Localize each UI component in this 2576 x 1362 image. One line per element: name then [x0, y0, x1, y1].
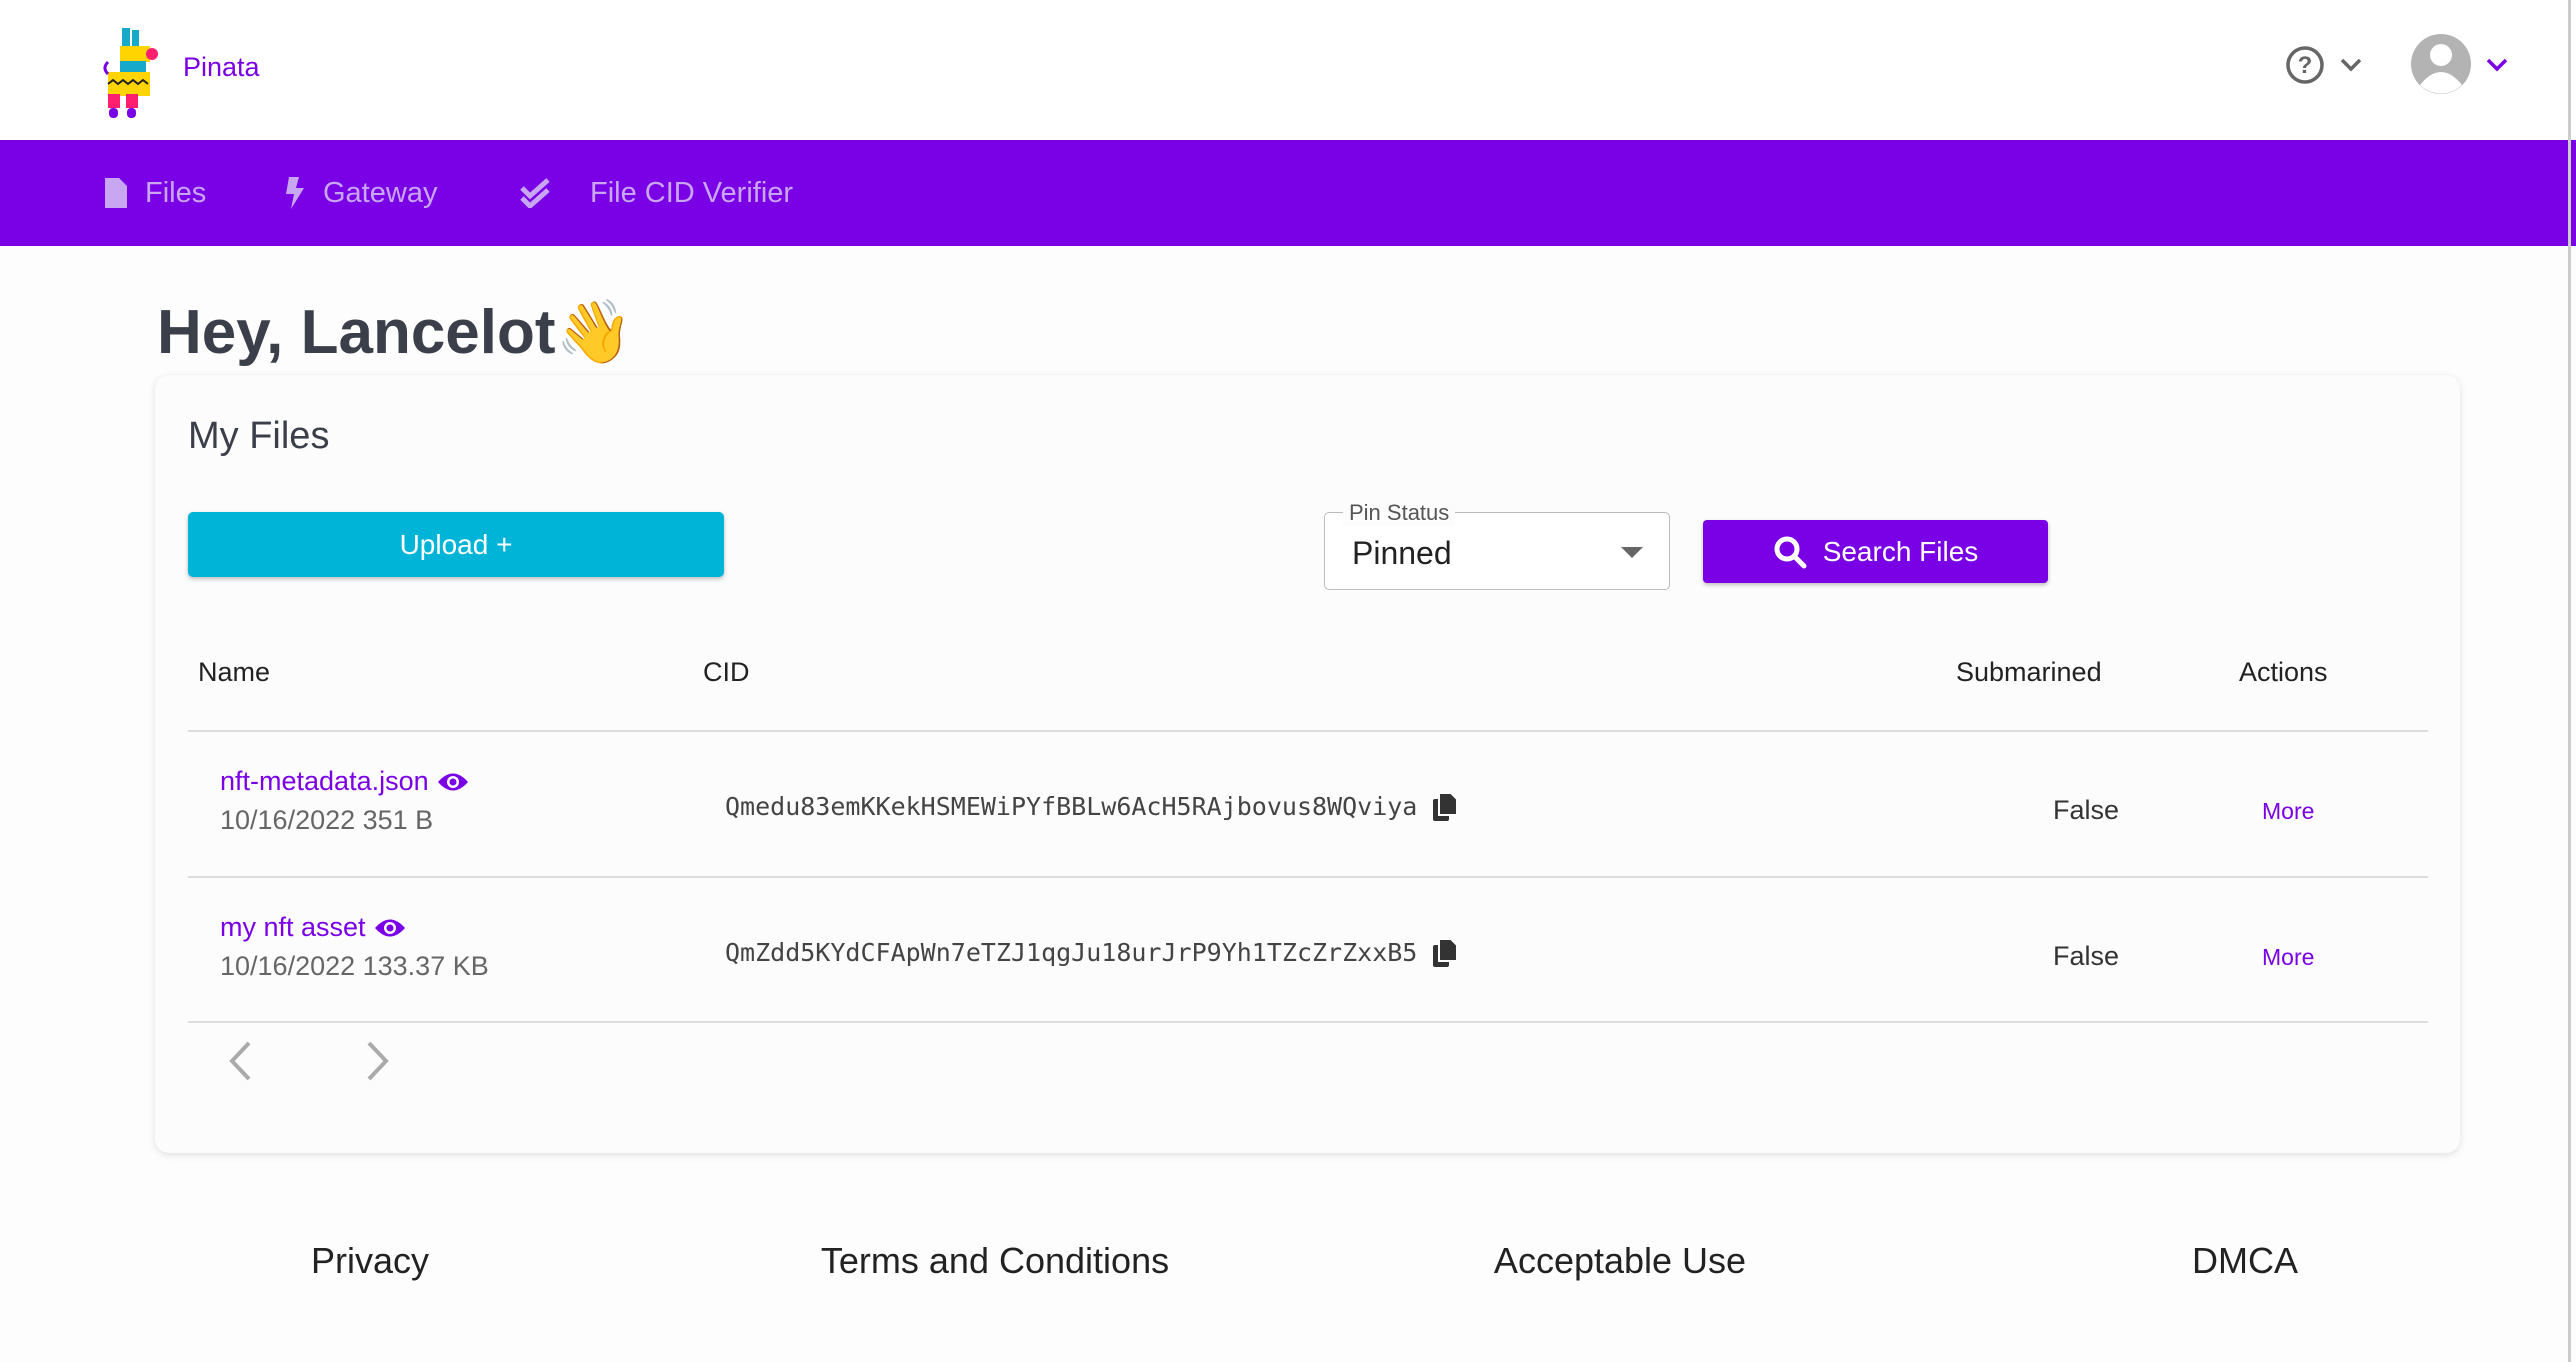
my-files-card: My Files Upload + Pin Status Pinned Sear…: [155, 375, 2460, 1153]
next-page-icon[interactable]: [365, 1040, 391, 1082]
footer-link-dmca[interactable]: DMCA: [2192, 1240, 2298, 1281]
brand-name[interactable]: Pinata: [183, 52, 260, 82]
nav-item-file-cid-verifier[interactable]: File CID Verifier: [520, 140, 793, 246]
top-header: Pinata ?: [0, 0, 2576, 140]
nav-item-files[interactable]: Files: [105, 140, 206, 246]
submarined-value: False: [2053, 941, 2120, 971]
footer-link-acceptable-use[interactable]: Acceptable Use: [1493, 1240, 1747, 1281]
footer-link-terms[interactable]: Terms and Conditions: [820, 1240, 1170, 1281]
main-nav: Files Gateway File CID Verifier: [0, 140, 2576, 246]
column-header-name: Name: [198, 657, 271, 687]
cid-value: Qmedu83emKKekHSMEWiPYfBBLw6AcH5RAjbovus8…: [725, 792, 1418, 821]
user-avatar-icon[interactable]: [2410, 33, 2472, 95]
card-title: My Files: [188, 415, 330, 457]
more-button[interactable]: More: [2262, 798, 2315, 824]
nav-item-label: File CID Verifier: [590, 176, 794, 209]
pin-status-select[interactable]: Pin Status Pinned: [1324, 500, 1670, 590]
account-chevron-down-icon[interactable]: [2486, 58, 2508, 72]
chevron-down-icon[interactable]: [2340, 58, 2362, 72]
file-meta: 10/16/2022 351 B: [220, 805, 434, 835]
column-header-submarined: Submarined: [1956, 657, 2102, 687]
search-files-label: Search Files: [1822, 535, 1979, 567]
more-button[interactable]: More: [2262, 944, 2315, 970]
eye-icon[interactable]: [437, 771, 469, 793]
nav-item-label: Files: [145, 176, 207, 209]
file-icon: [105, 178, 127, 208]
footer-link-privacy[interactable]: Privacy: [310, 1240, 430, 1281]
nav-item-label: Gateway: [323, 176, 438, 209]
column-header-cid: CID: [703, 657, 750, 687]
divider: [188, 730, 2428, 732]
bolt-icon: [286, 177, 304, 209]
cid-cell: QmZdd5KYdCFApWn7eTZJ1qgJu18urJrP9Yh1TZcZ…: [725, 938, 1458, 967]
upload-button[interactable]: Upload +: [188, 512, 724, 577]
divider: [188, 876, 2428, 878]
window-edge: [2568, 0, 2571, 1362]
pin-status-value: Pinned: [1352, 535, 1452, 571]
file-name-link[interactable]: my nft asset: [220, 912, 406, 943]
cid-cell: Qmedu83emKKekHSMEWiPYfBBLw6AcH5RAjbovus8…: [725, 792, 1458, 821]
cid-value: QmZdd5KYdCFApWn7eTZJ1qgJu18urJrP9Yh1TZcZ…: [725, 938, 1418, 967]
eye-icon[interactable]: [374, 917, 406, 939]
previous-page-icon[interactable]: [227, 1040, 253, 1082]
search-icon: [1774, 536, 1807, 568]
double-check-icon: [520, 178, 550, 208]
file-meta: 10/16/2022 133.37 KB: [220, 951, 489, 981]
file-name: my nft asset: [220, 912, 366, 942]
nav-item-gateway[interactable]: Gateway: [285, 140, 437, 246]
column-header-actions: Actions: [2239, 657, 2328, 687]
file-name-link[interactable]: nft-metadata.json: [220, 766, 469, 797]
search-files-button[interactable]: Search Files: [1703, 520, 2048, 583]
copy-icon[interactable]: [1433, 938, 1458, 967]
table-row: nft-metadata.json 10/16/2022 351 B Qmedu…: [155, 732, 2460, 877]
dropdown-caret-icon: [1621, 547, 1643, 558]
submarined-value: False: [2053, 795, 2120, 825]
divider: [188, 1021, 2428, 1023]
question-circle-icon[interactable]: ?: [2285, 45, 2325, 85]
svg-text:?: ?: [2298, 52, 2313, 79]
pinata-logo: [103, 28, 158, 118]
copy-icon[interactable]: [1433, 792, 1458, 821]
table-row: my nft asset 10/16/2022 133.37 KB QmZdd5…: [155, 878, 2460, 1023]
file-name: nft-metadata.json: [220, 766, 429, 796]
pin-status-label: Pin Status: [1343, 500, 1456, 526]
greeting: Hey, Lancelot👋: [157, 298, 633, 367]
